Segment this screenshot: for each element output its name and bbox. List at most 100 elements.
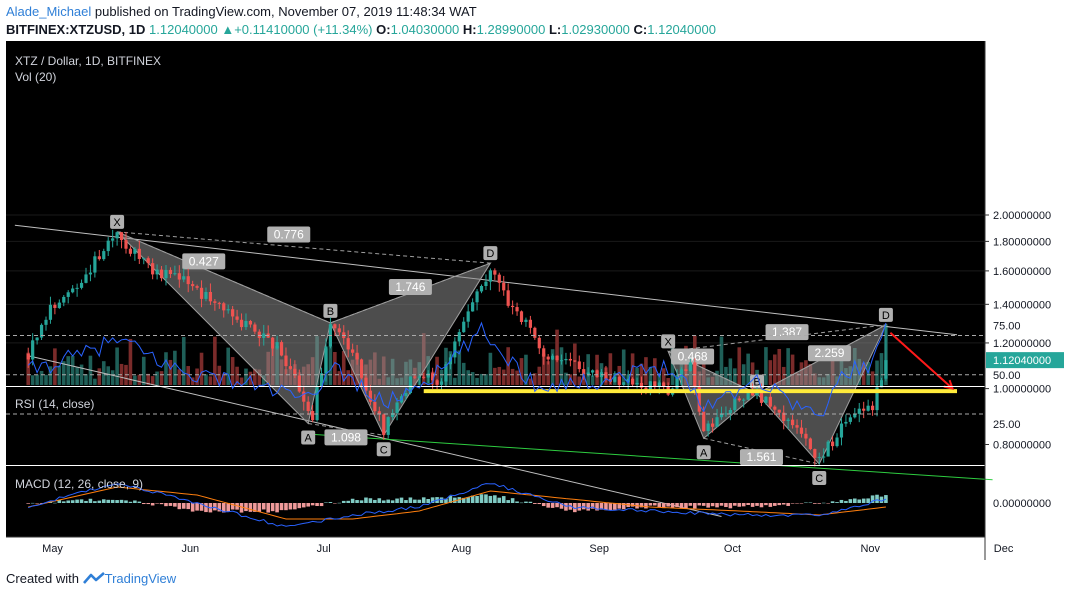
candle-117 bbox=[546, 356, 550, 360]
candle-107 bbox=[502, 282, 506, 291]
macd-histogram-bar-37 bbox=[190, 503, 195, 512]
high-label: H: bbox=[462, 22, 477, 37]
volume-bar-102 bbox=[479, 373, 484, 385]
candle-55 bbox=[271, 337, 275, 349]
price-change: +0.11410000 (+11.34%) bbox=[234, 22, 373, 37]
volume-bar-127 bbox=[590, 375, 595, 385]
volume-bar-92 bbox=[435, 356, 439, 385]
macd-histogram-bar-120 bbox=[559, 503, 564, 509]
candle-146 bbox=[675, 377, 679, 389]
volume-bar-98 bbox=[461, 362, 466, 385]
volume-bar-28 bbox=[150, 376, 155, 385]
volume-bar-0 bbox=[26, 352, 31, 385]
volume-bar-121 bbox=[564, 372, 568, 385]
pattern-0-ratio-xb bbox=[182, 253, 226, 270]
macd-histogram-bar-187 bbox=[857, 499, 862, 503]
macd-histogram-bar-46 bbox=[230, 503, 235, 510]
low-label: L: bbox=[548, 22, 562, 37]
macd-histogram-bar-153 bbox=[706, 503, 710, 508]
volume-bar-26 bbox=[141, 356, 146, 385]
volume-bar-41 bbox=[208, 376, 213, 385]
candle-27 bbox=[146, 258, 150, 264]
chart-canvas[interactable]: X A B C D 0.776 0.427 1.746 1.098 X A B C D 1.387 0.468… bbox=[0, 40, 1073, 560]
pattern-0-ratio-xd bbox=[267, 226, 311, 243]
candle-172 bbox=[790, 419, 795, 426]
candle-105 bbox=[493, 270, 497, 275]
candle-13 bbox=[84, 274, 88, 283]
candle-61 bbox=[297, 375, 301, 392]
candle-26 bbox=[142, 258, 146, 260]
macd-histogram-bar-157 bbox=[724, 503, 728, 508]
candle-164 bbox=[755, 391, 759, 396]
macd-histogram-bar-81 bbox=[386, 499, 390, 503]
macd-histogram-bar-140 bbox=[648, 503, 653, 506]
macd-histogram-bar-77 bbox=[368, 498, 373, 503]
macd-histogram-bar-55 bbox=[270, 503, 275, 512]
candle-8 bbox=[62, 296, 66, 303]
macd-histogram-bar-128 bbox=[595, 503, 599, 511]
candle-109 bbox=[511, 305, 515, 308]
volume-bar-30 bbox=[159, 371, 164, 385]
macd-histogram-bar-102 bbox=[479, 494, 484, 503]
candle-157 bbox=[724, 413, 728, 415]
macd-histogram-bar-75 bbox=[359, 500, 364, 503]
candle-39 bbox=[199, 287, 204, 299]
macd-histogram-bar-24 bbox=[133, 500, 137, 503]
tradingview-logo-icon bbox=[82, 572, 105, 584]
candle-86 bbox=[408, 376, 413, 394]
macd-histogram-bar-42 bbox=[213, 503, 217, 511]
candle-30 bbox=[159, 269, 164, 279]
candle-116 bbox=[542, 348, 546, 357]
macd-histogram-bar-64 bbox=[310, 503, 315, 506]
macd-histogram-bar-124 bbox=[577, 503, 582, 511]
macd-histogram-bar-16 bbox=[97, 500, 102, 503]
candle-124 bbox=[577, 361, 581, 370]
candle-63 bbox=[306, 401, 310, 411]
candle-90 bbox=[426, 373, 430, 378]
candle-40 bbox=[204, 291, 208, 299]
macd-histogram-bar-192 bbox=[879, 496, 884, 503]
pattern-1-point-d-label: D bbox=[882, 310, 890, 322]
candle-168 bbox=[773, 406, 777, 410]
author-link[interactable]: Alade_Michael bbox=[6, 4, 92, 19]
macd-histogram-bar-49 bbox=[244, 503, 248, 512]
tradingview-link[interactable]: TradingView bbox=[104, 571, 177, 586]
volume-bar-144 bbox=[666, 377, 670, 385]
candle-110 bbox=[515, 307, 519, 312]
pattern-0-ratio-ac bbox=[324, 429, 368, 446]
volume-bar-73 bbox=[350, 359, 355, 385]
macd-histogram-bar-143 bbox=[661, 503, 666, 509]
volume-bar-107 bbox=[501, 369, 506, 385]
time-tick-7: Dec bbox=[994, 543, 1014, 555]
macd-histogram-bar-104 bbox=[488, 495, 493, 503]
pane-background bbox=[6, 41, 985, 537]
footer: Created with TradingView bbox=[6, 571, 176, 586]
macd-histogram-bar-188 bbox=[861, 498, 866, 503]
macd-histogram-bar-52 bbox=[257, 503, 262, 513]
candle-151 bbox=[697, 386, 701, 412]
volume-bar-53 bbox=[261, 375, 266, 385]
projection-arrowhead bbox=[943, 379, 955, 390]
candles bbox=[26, 229, 888, 467]
candle-58 bbox=[284, 355, 288, 367]
close-label: C: bbox=[633, 22, 648, 37]
volume-bar-8 bbox=[61, 361, 66, 385]
macd-histogram-bar-130 bbox=[604, 503, 608, 511]
macd-histogram-bar-142 bbox=[657, 503, 662, 508]
macd-histogram-bar-33 bbox=[173, 503, 177, 507]
candle-94 bbox=[444, 364, 448, 382]
candle-64 bbox=[311, 410, 315, 421]
price-tick-4: 1.20000000 bbox=[993, 338, 1051, 350]
macd-histogram-bar-61 bbox=[297, 503, 302, 509]
pattern-1-point-a bbox=[696, 445, 711, 460]
macd-histogram-bar-62 bbox=[301, 503, 306, 508]
macd-histogram-bar-32 bbox=[168, 503, 173, 506]
macd-histogram-bar-171 bbox=[786, 503, 790, 506]
pattern-1-point-d bbox=[878, 307, 893, 322]
pattern-1-ratio-xd bbox=[765, 324, 809, 341]
candle-59 bbox=[288, 366, 293, 369]
candle-28 bbox=[151, 263, 155, 275]
candle-12 bbox=[79, 282, 84, 288]
candle-188 bbox=[862, 408, 866, 411]
macd-histogram-bar-101 bbox=[475, 496, 479, 503]
